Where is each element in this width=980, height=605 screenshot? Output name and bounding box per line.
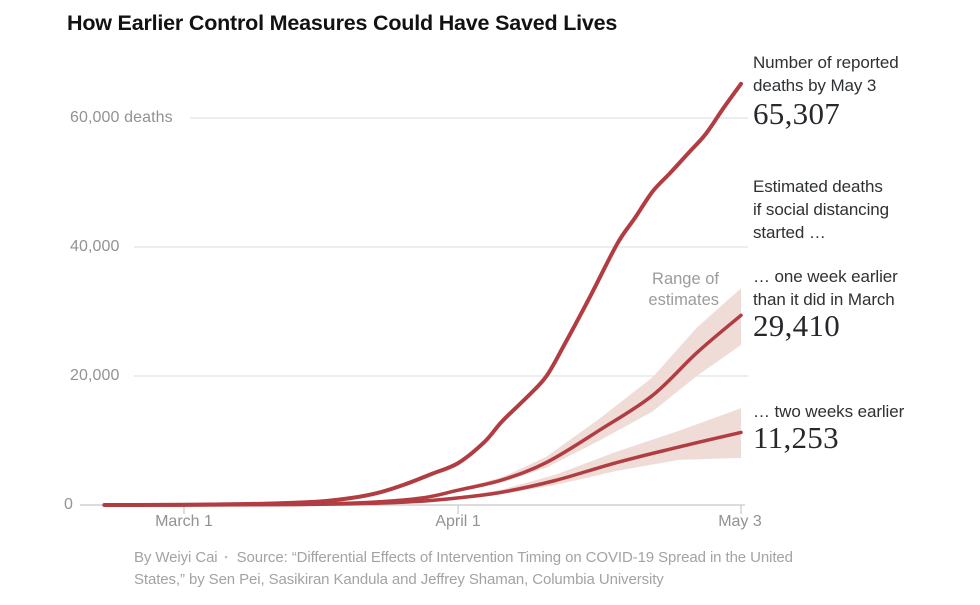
byline-separator-icon: ▪ — [224, 552, 228, 562]
data-line-series-0 — [102, 81, 743, 507]
annotation-one-week-line2: than it did in March — [753, 290, 895, 309]
x-axis-label-march1: March 1 — [155, 513, 213, 530]
annotation-two-week: … two weeks earlier — [753, 400, 968, 423]
footer-line2: States,” by Sen Pei, Sasikiran Kandula a… — [134, 569, 874, 591]
reported-deaths-value: 65,307 — [753, 96, 841, 131]
source-line2: States,” by Sen Pei, Sasikiran Kandula a… — [134, 571, 664, 588]
footer-line1: By Weiyi Cai ▪ Source: “Differential Effec… — [134, 546, 874, 569]
y-axis-label-20000: 20,000 — [70, 367, 120, 384]
annotation-one-week-line1: … one week earlier — [753, 267, 898, 286]
source-line1: Source: “Differential Effects of Interve… — [236, 549, 793, 566]
annotation-reported-deaths: Number of reported deaths by May 3 — [753, 51, 968, 97]
annotation-reported-line1: Number of reported — [753, 53, 899, 72]
estimated-header-line3: started … — [753, 223, 826, 242]
annotation-reported-line2: deaths by May 3 — [753, 76, 877, 95]
byline: By Weiyi Cai — [134, 549, 218, 566]
chart-title: How Earlier Control Measures Could Have … — [67, 11, 618, 35]
range-of-estimates-label: Range of estimates — [648, 269, 719, 311]
estimated-header-line1: Estimated deaths — [753, 177, 883, 196]
two-weeks-earlier-value: 11,253 — [753, 420, 839, 455]
range-label-line2: estimates — [648, 291, 719, 309]
annotation-one-week: … one week earlier than it did in March — [753, 265, 968, 311]
annotation-estimated-header: Estimated deaths if social distancing st… — [753, 175, 968, 244]
x-axis-label-april1: April 1 — [435, 513, 481, 530]
y-axis-label-0: 0 — [64, 496, 73, 513]
estimate-band-series-2 — [458, 408, 741, 499]
x-axis-label-may3: May 3 — [718, 513, 762, 530]
data-line-series-2 — [102, 430, 743, 507]
one-week-earlier-value: 29,410 — [753, 308, 841, 343]
annotation-two-week-line1: … two weeks earlier — [753, 402, 905, 421]
estimated-header-line2: if social distancing — [753, 200, 889, 219]
y-axis-label-60000: 60,000 deaths — [70, 109, 173, 126]
range-label-line1: Range of — [652, 270, 719, 288]
footer-credit: By Weiyi Cai ▪ Source: “Differential Effec… — [134, 546, 874, 591]
y-axis-label-40000: 40,000 — [70, 238, 120, 255]
